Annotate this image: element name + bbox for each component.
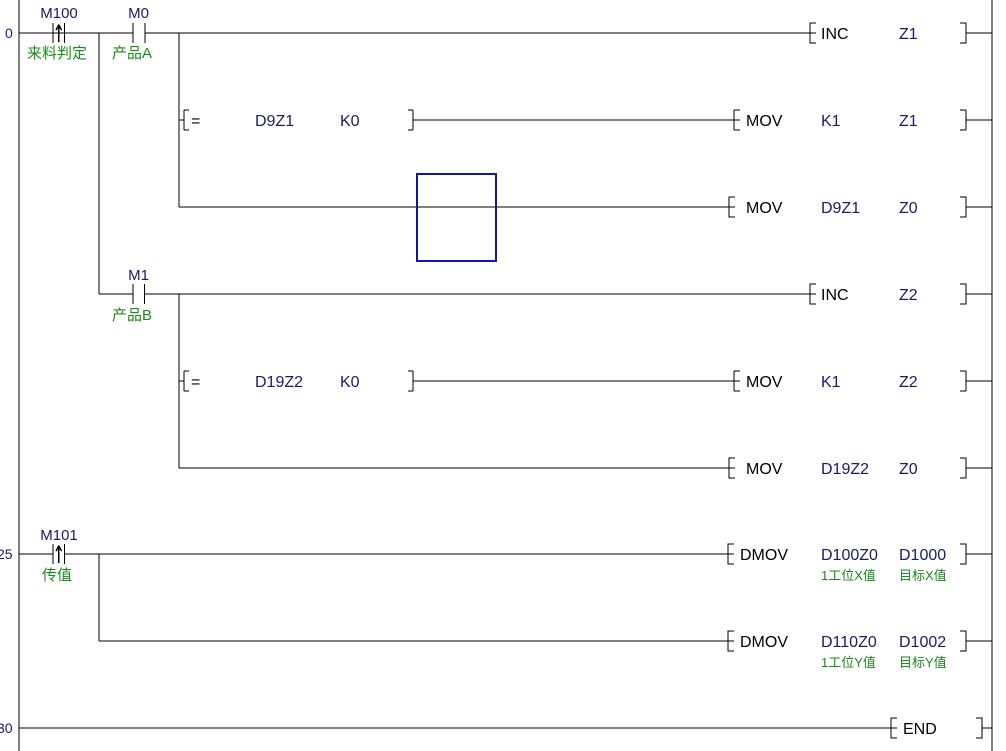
svg-text:目标Y值: 目标Y值 xyxy=(899,655,947,670)
svg-text:产品B: 产品B xyxy=(112,307,152,324)
svg-text:1工位Y值: 1工位Y值 xyxy=(821,655,876,670)
svg-text:25: 25 xyxy=(0,546,13,562)
svg-text:K0: K0 xyxy=(340,374,360,391)
svg-text:D9Z1: D9Z1 xyxy=(255,113,294,130)
svg-text:MOV: MOV xyxy=(746,374,783,391)
svg-text:M0: M0 xyxy=(128,5,149,22)
svg-text:MOV: MOV xyxy=(746,200,783,217)
svg-text:D19Z2: D19Z2 xyxy=(255,374,303,391)
svg-text:来料判定: 来料判定 xyxy=(27,45,87,62)
svg-text:Z0: Z0 xyxy=(899,461,918,478)
svg-text:M100: M100 xyxy=(40,5,78,22)
svg-text:D1000: D1000 xyxy=(899,547,946,564)
svg-text:D19Z2: D19Z2 xyxy=(821,461,869,478)
svg-text:INC: INC xyxy=(821,26,849,43)
svg-text:传值: 传值 xyxy=(42,567,72,584)
svg-text:D9Z1: D9Z1 xyxy=(821,200,860,217)
svg-text:MOV: MOV xyxy=(746,113,783,130)
svg-text:M1: M1 xyxy=(128,267,149,284)
svg-text:D1002: D1002 xyxy=(899,634,946,651)
svg-text:D110Z0: D110Z0 xyxy=(821,634,877,651)
svg-text:D100Z0: D100Z0 xyxy=(821,547,878,564)
svg-text:MOV: MOV xyxy=(746,461,783,478)
svg-text:DMOV: DMOV xyxy=(740,547,788,564)
svg-text:K1: K1 xyxy=(821,113,841,130)
svg-text:=: = xyxy=(191,113,200,130)
svg-text:Z1: Z1 xyxy=(899,113,918,130)
svg-text:Z2: Z2 xyxy=(899,287,918,304)
svg-text:0: 0 xyxy=(5,25,13,41)
svg-text:30: 30 xyxy=(0,720,13,736)
svg-text:Z2: Z2 xyxy=(899,374,918,391)
svg-text:K0: K0 xyxy=(340,113,360,130)
svg-text:DMOV: DMOV xyxy=(740,634,788,651)
svg-text:1工位X值: 1工位X值 xyxy=(821,568,876,583)
svg-text:INC: INC xyxy=(821,287,849,304)
svg-text:Z1: Z1 xyxy=(899,26,918,43)
svg-text:Z0: Z0 xyxy=(899,200,918,217)
svg-text:目标X值: 目标X值 xyxy=(899,568,947,583)
svg-text:M101: M101 xyxy=(40,527,78,544)
svg-text:K1: K1 xyxy=(821,374,841,391)
svg-text:END: END xyxy=(903,721,937,738)
svg-text:=: = xyxy=(191,374,200,391)
svg-text:产品A: 产品A xyxy=(112,45,152,62)
